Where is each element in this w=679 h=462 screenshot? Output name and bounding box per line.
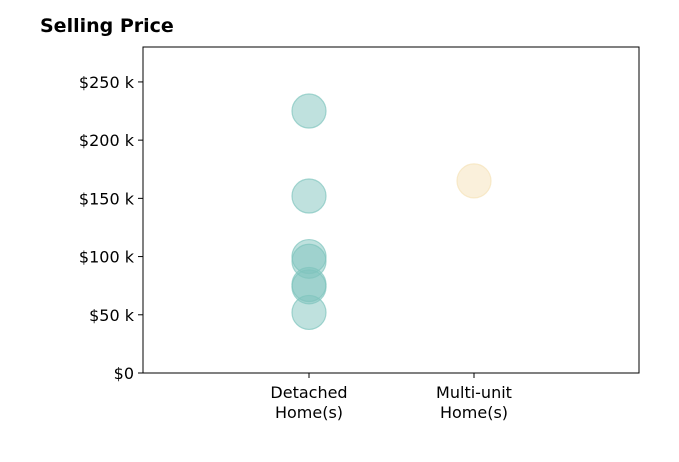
- x-axis: Detached Home(s) Multi-unit Home(s): [270, 373, 512, 422]
- y-tick-label: $100 k: [79, 248, 135, 267]
- chart-title: Selling Price: [40, 15, 174, 37]
- plot-frame: [142, 46, 640, 374]
- y-tick-label: $250 k: [79, 73, 135, 92]
- y-tick-label: $150 k: [79, 189, 135, 208]
- data-point: [291, 178, 327, 214]
- x-tick-label: Detached Home(s): [270, 383, 347, 422]
- x-tick-label: Multi-unit Home(s): [436, 383, 512, 422]
- y-tick-label: $50 k: [89, 306, 135, 325]
- data-point: [291, 294, 327, 331]
- y-tick-label: $200 k: [79, 131, 135, 150]
- y-axis: $0 $50 k $100 k $150 k $200 k $250 k: [79, 73, 143, 383]
- data-point: [291, 93, 327, 129]
- data-points: [291, 93, 492, 331]
- y-tick-label: $0: [114, 364, 134, 383]
- data-point: [456, 163, 492, 199]
